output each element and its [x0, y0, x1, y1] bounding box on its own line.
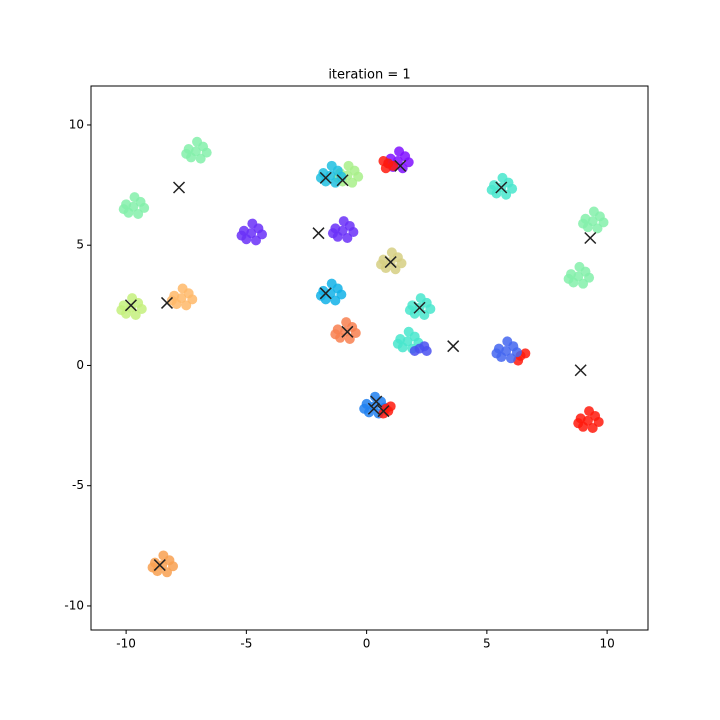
x-tick-label: -5	[240, 637, 252, 651]
point	[419, 341, 430, 352]
point	[376, 259, 387, 270]
point	[491, 348, 502, 359]
x-tick-label: 10	[599, 637, 614, 651]
point	[326, 278, 337, 289]
point	[497, 172, 508, 183]
centroid-marker	[495, 181, 508, 194]
point	[147, 562, 158, 573]
point	[511, 347, 522, 358]
point	[158, 550, 169, 561]
point	[236, 230, 247, 241]
point	[336, 171, 347, 182]
point	[359, 403, 370, 414]
y-tick-label: 10	[69, 117, 84, 131]
centroid-marker	[312, 227, 325, 240]
centroid-marker	[336, 174, 349, 187]
centroid-marker	[319, 287, 332, 300]
centroid-marker	[319, 171, 332, 184]
point	[394, 146, 405, 157]
point	[177, 283, 188, 294]
point	[192, 136, 203, 147]
point	[118, 204, 129, 215]
centroid-marker	[413, 301, 426, 314]
point	[336, 289, 347, 300]
centroid-marker	[124, 299, 137, 312]
point	[584, 406, 595, 417]
point	[338, 216, 349, 227]
x-tick-label: 5	[483, 637, 491, 651]
point	[598, 217, 609, 228]
point	[520, 348, 531, 359]
point	[383, 406, 394, 417]
point	[129, 192, 140, 203]
point	[166, 295, 177, 306]
point	[415, 293, 426, 304]
centroid-marker	[584, 231, 597, 245]
point	[181, 148, 192, 159]
centroid-marker	[377, 405, 390, 418]
x-tick-label: -10	[116, 637, 136, 651]
point	[588, 206, 599, 217]
point	[353, 171, 364, 182]
centroid-marker	[341, 325, 354, 338]
point	[139, 202, 150, 213]
x-tick-label: 0	[363, 637, 371, 651]
point	[327, 228, 338, 239]
point	[409, 346, 420, 357]
point	[343, 160, 354, 171]
point	[256, 229, 267, 240]
point	[396, 258, 407, 269]
point	[116, 305, 127, 316]
centroid-marker	[160, 296, 174, 309]
point	[330, 329, 341, 340]
point	[315, 172, 326, 183]
point	[404, 305, 415, 316]
point	[341, 317, 352, 328]
point	[486, 184, 497, 195]
centroid-marker	[574, 364, 587, 377]
point	[593, 416, 604, 427]
point	[574, 261, 585, 272]
point	[563, 273, 574, 284]
point	[425, 303, 436, 314]
centroid-marker	[367, 402, 380, 415]
y-tick-label: -10	[64, 598, 84, 612]
chart-title: iteration = 1	[328, 68, 410, 83]
plot-frame	[90, 85, 649, 631]
point	[578, 218, 589, 229]
point	[348, 226, 359, 237]
point	[392, 338, 403, 349]
centroid-marker	[153, 559, 166, 572]
centroid-marker	[384, 256, 397, 269]
point	[247, 218, 258, 229]
y-tick-label: -5	[72, 478, 84, 492]
point	[136, 303, 147, 314]
point	[507, 183, 518, 194]
point	[386, 247, 397, 258]
y-tick-label: 5	[76, 238, 84, 252]
point	[573, 418, 584, 429]
point	[403, 326, 414, 337]
point	[201, 147, 212, 158]
centroid-marker	[370, 395, 383, 408]
centroid-marker	[172, 181, 186, 194]
point	[380, 163, 391, 174]
point	[187, 294, 198, 305]
centroid-marker	[394, 159, 407, 172]
point	[502, 336, 513, 347]
point	[315, 290, 326, 301]
point	[326, 160, 337, 171]
y-tick-label: 0	[76, 358, 84, 372]
point	[168, 561, 179, 572]
centroid-marker	[447, 340, 460, 353]
point	[584, 272, 595, 283]
point	[350, 327, 361, 338]
point	[403, 157, 414, 168]
